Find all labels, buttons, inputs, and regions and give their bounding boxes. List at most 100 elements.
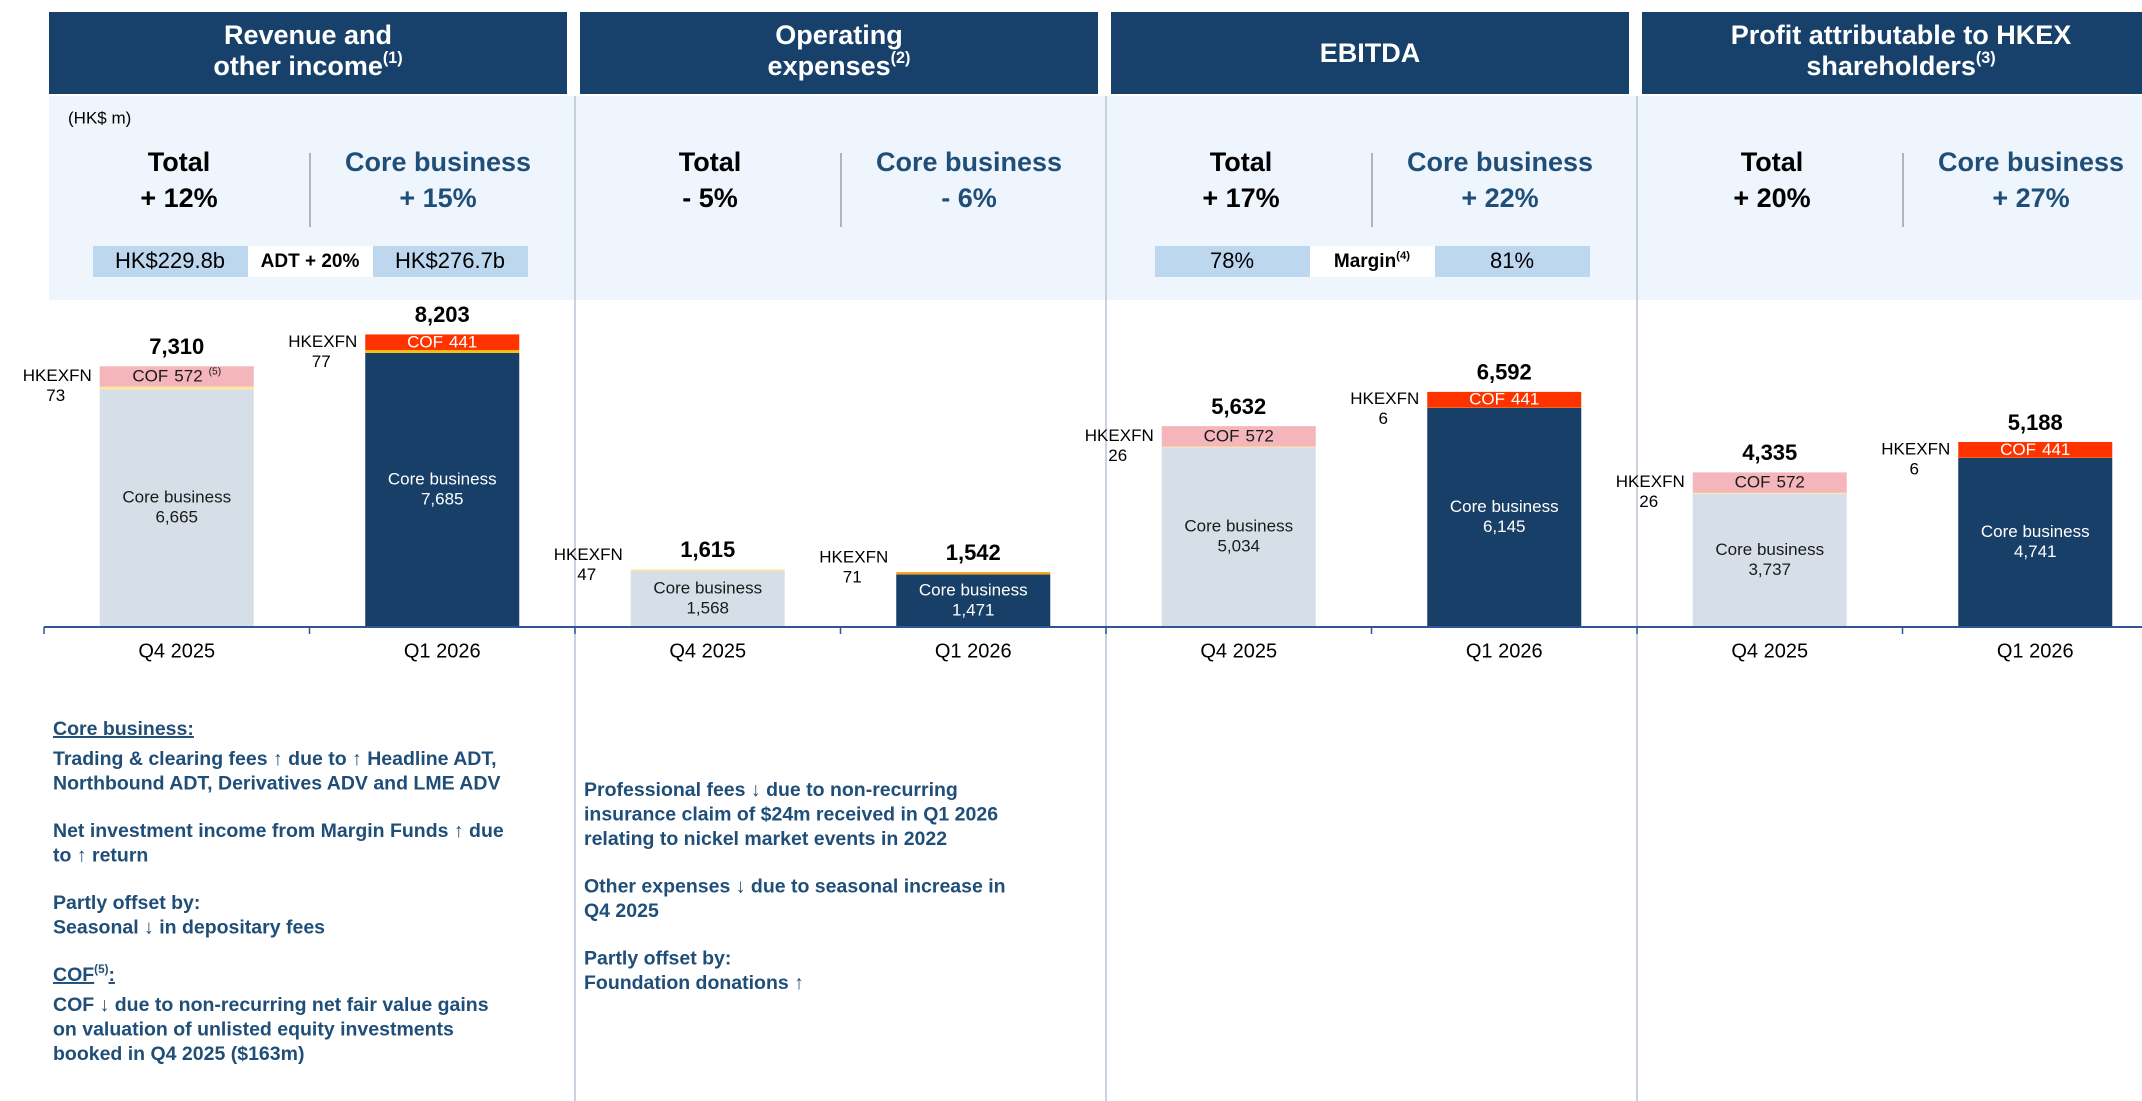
segment-name: Core business — [1981, 522, 2090, 541]
segment-value: 6 — [1379, 409, 1388, 428]
segment-label: COF 441 — [2000, 440, 2070, 459]
bar-segment — [365, 334, 520, 351]
bar-segment — [1692, 493, 1847, 627]
segment-label: COF 441 — [407, 333, 477, 352]
panel-title: Operating — [775, 20, 903, 50]
note-line: Partly offset by: — [53, 892, 200, 914]
segment-name: COF — [1735, 473, 1771, 492]
summary-value: + 12% — [140, 183, 217, 213]
segment-name: HKEXFN — [288, 332, 357, 351]
segment-value: 4,741 — [2014, 542, 2057, 561]
x-tick-label: Q4 2025 — [1200, 640, 1277, 662]
summary-label: Core business — [1938, 147, 2124, 177]
bar-segment — [1958, 457, 2113, 627]
x-tick-label: Q1 2026 — [404, 640, 481, 662]
note-heading-text: Core business: — [53, 718, 194, 740]
note-line: Partly offset by: — [584, 948, 731, 970]
metric-box — [1155, 246, 1310, 277]
bar-segment — [896, 574, 1051, 627]
total-label: 1,542 — [946, 540, 1001, 565]
summary-label: Total — [1741, 147, 1804, 177]
panel-title: other income(1) — [213, 49, 402, 81]
segment-name: Core business — [1450, 497, 1559, 516]
segment-value: 26 — [1639, 492, 1658, 511]
panel-title: Profit attributable to HKEX — [1731, 20, 2072, 50]
segment-value: 572 — [1246, 427, 1274, 446]
segment-value: 441 — [1511, 390, 1539, 409]
panel-title-text: expenses — [768, 51, 891, 81]
note-line: to ↑ return — [53, 845, 148, 867]
total-label: 6,592 — [1477, 360, 1532, 385]
metric-note: (4) — [1396, 250, 1410, 262]
panel-title-text: Operating — [775, 20, 903, 50]
summary-label: Total — [679, 147, 742, 177]
segment-value: 5,034 — [1217, 537, 1260, 556]
segment-value: 3,737 — [1748, 560, 1791, 579]
bar-segment — [1161, 446, 1316, 448]
note-line: Trading & clearing fees ↑ due to ↑ Headl… — [53, 748, 497, 770]
note-line: Professional fees ↓ due to non-recurring — [584, 779, 958, 801]
segment-name: COF — [1204, 427, 1240, 446]
summary-value: + 15% — [399, 183, 476, 213]
segment-value: 572 — [174, 367, 202, 386]
note-line: COF ↓ due to non-recurring net fair valu… — [53, 994, 489, 1016]
metric-box — [93, 246, 248, 277]
segment-name: HKEXFN — [554, 545, 623, 564]
segment-name: Core business — [1715, 540, 1824, 559]
bar-segment — [1427, 391, 1582, 408]
total-label: 5,632 — [1211, 394, 1266, 419]
note-line: insurance claim of $24m received in Q1 2… — [584, 804, 998, 826]
summary-label: Total — [148, 147, 211, 177]
x-tick-label: Q1 2026 — [1466, 640, 1543, 662]
note-heading: Core business: — [53, 718, 194, 740]
segment-name: COF — [1469, 390, 1505, 409]
x-tick-label: Q4 2025 — [138, 640, 215, 662]
summary-value: + 22% — [1461, 183, 1538, 213]
segment-name: HKEXFN — [1616, 472, 1685, 491]
note-line: Foundation donations ↑ — [584, 972, 804, 994]
segment-name: Core business — [919, 580, 1028, 599]
note-line: on valuation of unlisted equity investme… — [53, 1019, 454, 1041]
segment-label: COF 572 (5) — [132, 367, 221, 386]
x-tick-label: Q1 2026 — [1997, 640, 2074, 662]
summary-label: Core business — [876, 147, 1062, 177]
note-heading-note: (5) — [94, 963, 108, 976]
title-note: (1) — [383, 49, 403, 67]
metric-label-text: ADT + 20% — [261, 251, 360, 272]
segment-value: 1,471 — [952, 600, 995, 619]
total-label: 5,188 — [2008, 410, 2063, 435]
segment-value: 26 — [1108, 446, 1127, 465]
bar-segment — [896, 572, 1051, 575]
segment-name: Core business — [1184, 517, 1293, 536]
note-heading: COF(5): — [53, 963, 115, 987]
x-tick-label: Q4 2025 — [1731, 640, 1808, 662]
panel-title-text: EBITDA — [1320, 38, 1421, 68]
segment-label: COF 441 — [1469, 390, 1539, 409]
panel-header — [49, 12, 567, 94]
summary-value: + 27% — [1992, 183, 2069, 213]
summary-value: - 6% — [941, 183, 997, 213]
metric-value: HK$229.8b — [115, 248, 225, 273]
note-heading-text: COF — [53, 964, 94, 986]
bar-segment — [1958, 441, 2113, 458]
segment-name: COF — [132, 367, 168, 386]
note-line: relating to nickel market events in 2022 — [584, 828, 947, 850]
summary-label: Total — [1210, 147, 1273, 177]
total-label: 4,335 — [1742, 440, 1797, 465]
title-note: (3) — [1976, 49, 1996, 67]
segment-name: COF — [2000, 440, 2036, 459]
segment-name: Core business — [122, 488, 231, 507]
segment-value: 6 — [1910, 459, 1919, 478]
segment-value: 572 — [1777, 473, 1805, 492]
metric-label-box — [248, 246, 373, 277]
bar-segment — [1161, 447, 1316, 627]
panel-title-text: other income — [213, 51, 383, 81]
note-line: Net investment income from Margin Funds … — [53, 820, 504, 842]
panel-header — [1642, 12, 2142, 94]
segment-name: HKEXFN — [1350, 389, 1419, 408]
bar-segment — [1161, 426, 1316, 447]
bar-segment — [99, 389, 254, 627]
note-line: Northbound ADT, Derivatives ADV and LME … — [53, 773, 500, 795]
summary-label: Core business — [1407, 147, 1593, 177]
